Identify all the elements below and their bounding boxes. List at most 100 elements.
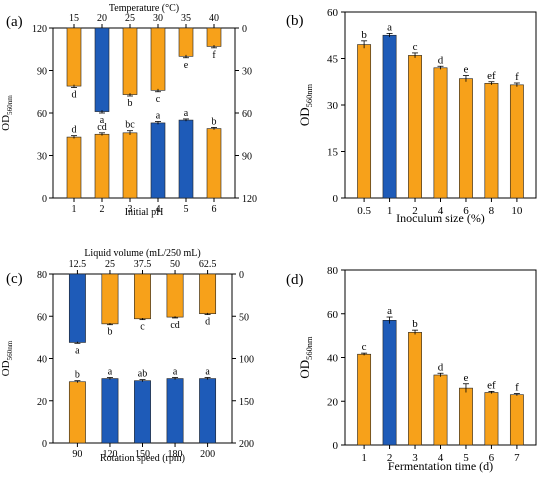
y-axis-label-main: OD [297,107,312,126]
x-axis-label-bottom: Initial pH [125,207,164,218]
significance-letter: a [75,345,80,356]
significance-letter: b [107,327,112,338]
bar [357,353,372,446]
y-tick-label-right: 0 [242,24,247,35]
bar-bottom [199,378,217,444]
significance-letter: f [212,50,216,61]
significance-letter: c [140,322,145,333]
y-tick-label-left: 120 [32,24,47,35]
y-tick-label: 0 [333,193,339,205]
x-axis-label-bottom: Rotation speed (rpm) [100,453,185,464]
y-axis-label-main: OD [0,115,12,131]
bar [433,67,448,199]
x-tick-label-top: 12.5 [69,259,87,270]
bar-top [66,27,82,87]
y-tick-label-left: 40 [37,355,47,366]
significance-letter: e [184,60,189,71]
x-tick-label-top: 37.5 [134,259,152,270]
y-tick-label: 80 [327,265,339,277]
bar-bottom [178,119,194,199]
bar-top [101,273,119,325]
significance-letter: f [515,382,519,394]
y-tick-label-right: 50 [239,312,249,323]
significance-letter: a [387,21,392,33]
y-tick-label: 20 [327,396,339,408]
bar-bottom [206,128,222,199]
x-tick-label-bottom: 200 [200,449,215,460]
y-tick-label: 15 [327,147,339,159]
bar-bottom [66,136,82,199]
y-tick-label-left: 60 [37,109,47,120]
panel-3: 0 20 40 60 80 c 1 a 2 b 3 d 4 e 5 ef 6 f 7 Fermentation tim… [286,265,537,473]
significance-letter: d [72,125,77,136]
x-axis-label-top: Temperature (°C) [109,3,179,14]
panel-label: (b) [286,13,304,29]
x-tick-label: 4 [438,205,444,217]
significance-letter: a [184,108,189,119]
x-axis-label: Inoculum size (%) [396,211,485,225]
bar-top [199,273,217,315]
bar [509,394,524,446]
y-tick-label: 30 [327,100,339,112]
y-tick-label-left: 0 [42,439,47,450]
y-tick-label-left: 90 [37,67,47,78]
significance-letter: b [412,318,418,330]
x-tick-label: 1 [361,452,367,464]
x-tick-label-bottom: 1 [72,204,77,215]
bar [408,332,422,446]
significance-letter: a [156,111,161,122]
panel-label: (c) [6,271,23,287]
x-tick-label: 2 [387,452,393,464]
y-axis-label: OD560nm [297,336,314,379]
x-tick-label-bottom: 5 [184,204,189,215]
y-tick-label-right: 200 [239,439,254,450]
significance-letter: a [108,367,113,378]
x-tick-label-bottom: 4 [156,204,161,215]
y-tick-label-right: 60 [242,109,252,120]
significance-letter: b [212,116,217,127]
y-tick-label-left: 20 [37,397,47,408]
y-tick-label-right: 100 [239,355,254,366]
significance-letter: a [100,115,105,126]
bar-top [68,273,86,343]
x-tick-label: 7 [514,452,520,464]
significance-letter: b [361,29,367,41]
x-tick-label-top: 20 [97,13,107,24]
x-tick-label-bottom: 150 [135,449,150,460]
bar-top [166,273,184,318]
y-tick-label: 45 [327,54,339,66]
x-tick-label-bottom: 90 [72,449,82,460]
significance-letter: f [515,71,519,83]
significance-letter: bc [125,120,135,131]
significance-letter: c [413,41,418,53]
y-tick-label-left: 0 [42,194,47,205]
significance-letter: b [128,98,133,109]
significance-letter: d [438,361,444,373]
x-tick-label: 0.5 [357,205,371,217]
y-axis-label-sub: 560nm [6,95,14,115]
bar [484,83,499,199]
y-tick-label: 40 [327,353,339,365]
significance-letter: a [173,367,178,378]
panel-0: 0 30 60 90 120 0 30 60 90 120 d 1 d 15 cd 2 a 20 bc 3 b 25 a 4 c… [0,3,257,218]
panel-label: (d) [286,272,304,288]
y-tick-label-left: 60 [37,312,47,323]
x-tick-label: 6 [463,205,469,217]
x-tick-label: 8 [489,205,495,217]
y-tick-label-right: 30 [242,67,252,78]
panel-1: 0 15 30 45 60 b 0.5 a 1 c 2 d 4 e 6 ef 8 f 10 Inoculum size… [286,7,537,225]
bar-bottom [166,378,184,444]
significance-letter: a [387,305,392,317]
y-axis-label-main: OD [0,360,12,376]
y-tick-label: 60 [327,309,339,321]
y-axis-label: OD560nm [297,83,314,126]
significance-letter: e [464,372,469,384]
panel-2: 0 20 40 60 80 0 50 100 150 200 b 90 a 12.5 a 120 b 25 ab 15… [0,248,254,464]
x-tick-label-bottom: 6 [212,204,217,215]
bar [357,44,372,199]
x-tick-label-bottom: 3 [128,204,133,215]
y-axis-label-sub: 560nm [304,336,314,360]
bar [408,55,422,199]
x-tick-label: 1 [387,205,393,217]
